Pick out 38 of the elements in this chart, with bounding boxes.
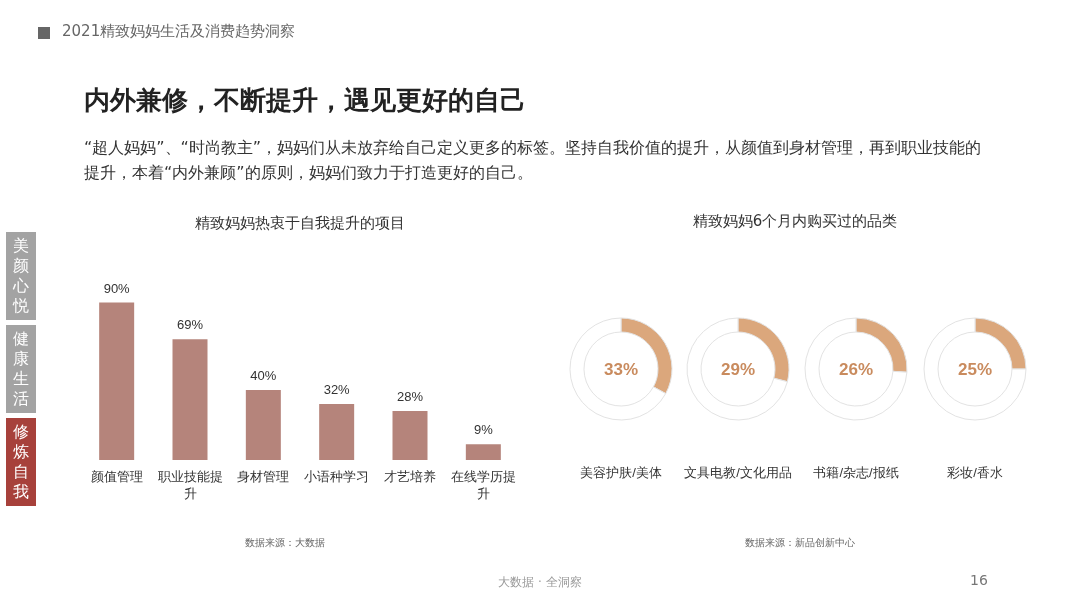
text: 美容护肤/美体 [580,465,662,480]
text: 2021精致妈妈生活及消费趋势洞察 [62,22,296,41]
text: 内外兼修，不断提升，遇见更好的自己 [84,84,526,117]
data-label: 69% [176,317,204,333]
x-tick-label: 身材管理 [237,469,290,484]
text: 16 [970,572,988,588]
data-label: 40% [250,368,277,383]
text: “超人妈妈”、“时尚教主”，妈妈们从未放弃给自己定义更多的标签。坚持自我价值的提升，从颜值到身材管理，再到职业技能的提升，本着“内外兼顾”的原则，妈妈们致力于打造更好的自己。 [84,137,983,184]
text: 文具电教/文化用品 [684,465,792,480]
x-tick-label: 才艺培养 [384,469,436,484]
data-label: 33% [603,359,639,379]
data-label: 32% [323,382,351,397]
text: 大数据 · 全洞察 [497,574,583,591]
data-label: 25% [957,359,993,379]
x-tick-label: 小语种学习 [304,469,370,484]
text: 修炼自我 [13,422,29,502]
text: 精致妈妈6个月内购买过的品类 [691,212,899,231]
text: 美颜心悦 [13,236,29,316]
bar [319,404,355,460]
data-label: 90% [103,280,131,296]
bar [99,302,135,460]
data-label: 29% [720,359,756,379]
bar [465,444,501,460]
data-label: 9% [473,422,494,438]
x-tick-label: 在线学历提升 [450,469,516,501]
text: 彩妆/香水 [947,465,1003,480]
x-tick-label: 职业技能提升 [157,469,223,501]
bar [245,390,281,460]
data-label: 26% [838,359,874,379]
bar [172,339,208,460]
x-tick-label: 颜值管理 [90,469,143,484]
source-note: 数据来源：大数据 [244,536,326,550]
text: 书籍/杂志/报纸 [813,465,899,480]
text: 健康生活 [13,329,29,409]
bar [392,411,428,460]
data-label: 28% [396,389,424,404]
source-note: 数据来源：新品创新中心 [744,536,856,550]
chart-title: 精致妈妈热衷于自我提升的项目 [195,214,405,231]
